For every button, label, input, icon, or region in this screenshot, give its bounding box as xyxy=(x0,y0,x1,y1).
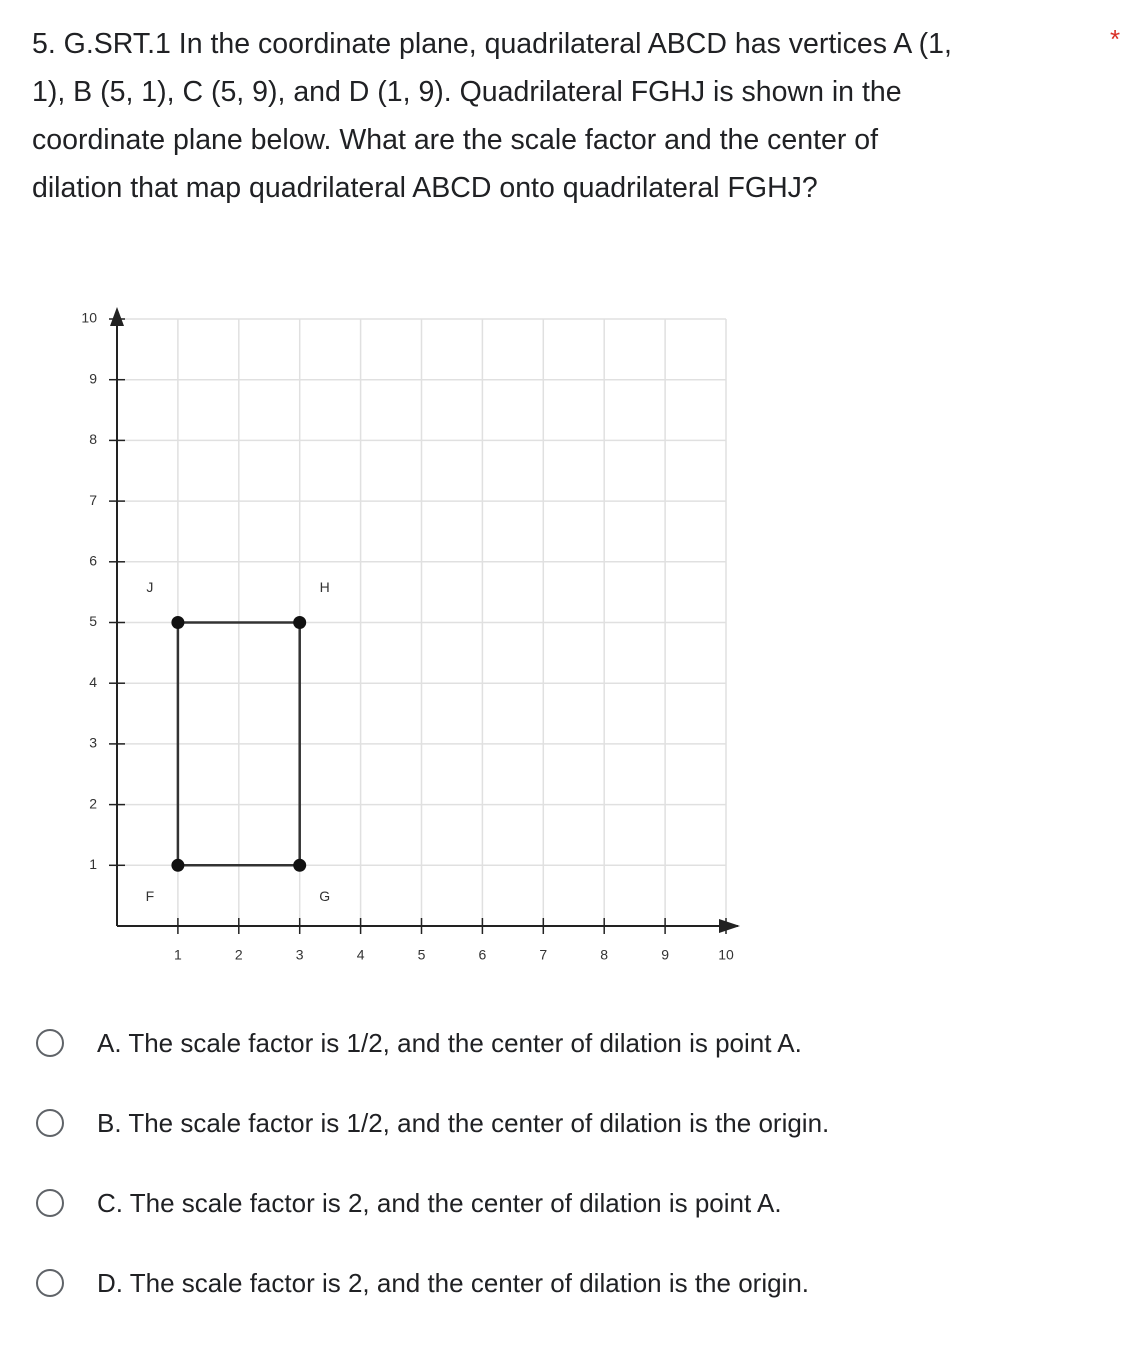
vertex-label: J xyxy=(146,579,153,595)
option[interactable]: C. The scale factor is 2, and the center… xyxy=(36,1186,782,1220)
x-axis-arrow xyxy=(719,919,740,933)
y-tick-label: 10 xyxy=(81,310,97,326)
question-line: 5. G.SRT.1 In the coordinate plane, quad… xyxy=(32,28,952,60)
x-tick-label: 5 xyxy=(418,947,426,963)
radio-button[interactable] xyxy=(36,1189,64,1217)
y-tick-label: 7 xyxy=(89,492,97,508)
x-tick-label: 7 xyxy=(539,947,547,963)
option-label[interactable]: A. The scale factor is 1/2, and the cent… xyxy=(97,1027,802,1058)
vertex xyxy=(293,616,307,629)
x-tick-label: 8 xyxy=(600,947,608,963)
y-tick-label: 4 xyxy=(89,674,97,690)
option-label[interactable]: B. The scale factor is 1/2, and the cent… xyxy=(97,1107,830,1138)
y-axis-arrow xyxy=(110,307,124,326)
question: 5. G.SRT.1 In the coordinate plane, quad… xyxy=(32,20,952,212)
vertex xyxy=(293,858,307,872)
y-tick-label: 3 xyxy=(89,735,97,751)
x-tick-label: 3 xyxy=(296,947,304,963)
radio-button[interactable] xyxy=(36,1109,64,1137)
coordinate-plane: 1 2 3 4 5 6 7 8 9 10 1 2 3 4 5 6 7 8 9 10 F G H J xyxy=(81,307,740,963)
x-tick-label: 4 xyxy=(357,947,365,963)
radio-button[interactable] xyxy=(36,1029,64,1057)
question-line: 1), B (5, 1), C (5, 9), and D (1, 9). Qu… xyxy=(32,76,902,108)
radio-button[interactable] xyxy=(36,1269,64,1297)
question-line: coordinate plane below. What are the sca… xyxy=(32,124,879,156)
vertex-label: F xyxy=(146,888,155,904)
x-tick-label: 2 xyxy=(235,947,243,963)
y-tick-label: 2 xyxy=(89,795,97,811)
x-tick-label: 6 xyxy=(479,947,487,963)
vertex xyxy=(171,858,185,872)
option[interactable]: A. The scale factor is 1/2, and the cent… xyxy=(36,1026,802,1060)
required-mark: * xyxy=(1110,24,1121,54)
option-label[interactable]: D. The scale factor is 2, and the center… xyxy=(97,1267,810,1298)
y-tick-label: 1 xyxy=(89,856,97,872)
x-tick-label: 10 xyxy=(718,947,734,963)
vertex-label: H xyxy=(320,579,330,595)
question-line: dilation that map quadrilateral ABCD ont… xyxy=(32,172,818,204)
y-tick-label: 5 xyxy=(89,613,97,629)
y-tick-label: 9 xyxy=(89,370,97,386)
y-tick-label: 8 xyxy=(89,431,97,447)
vertex-label: G xyxy=(319,888,330,904)
option[interactable]: B. The scale factor is 1/2, and the cent… xyxy=(36,1106,829,1140)
x-tick-label: 9 xyxy=(661,947,669,963)
x-tick-label: 1 xyxy=(174,947,182,963)
vertex xyxy=(171,616,185,629)
option[interactable]: D. The scale factor is 2, and the center… xyxy=(36,1266,809,1300)
y-tick-label: 6 xyxy=(89,553,97,569)
option-label[interactable]: C. The scale factor is 2, and the center… xyxy=(97,1187,782,1218)
